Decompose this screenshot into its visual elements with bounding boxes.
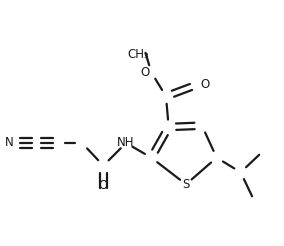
Text: N: N — [5, 137, 13, 150]
Text: O: O — [99, 179, 108, 192]
Text: O: O — [140, 66, 149, 79]
Text: CH₃: CH₃ — [127, 48, 149, 61]
Text: NH: NH — [117, 137, 135, 150]
Text: S: S — [182, 178, 190, 191]
Text: O: O — [200, 78, 209, 91]
